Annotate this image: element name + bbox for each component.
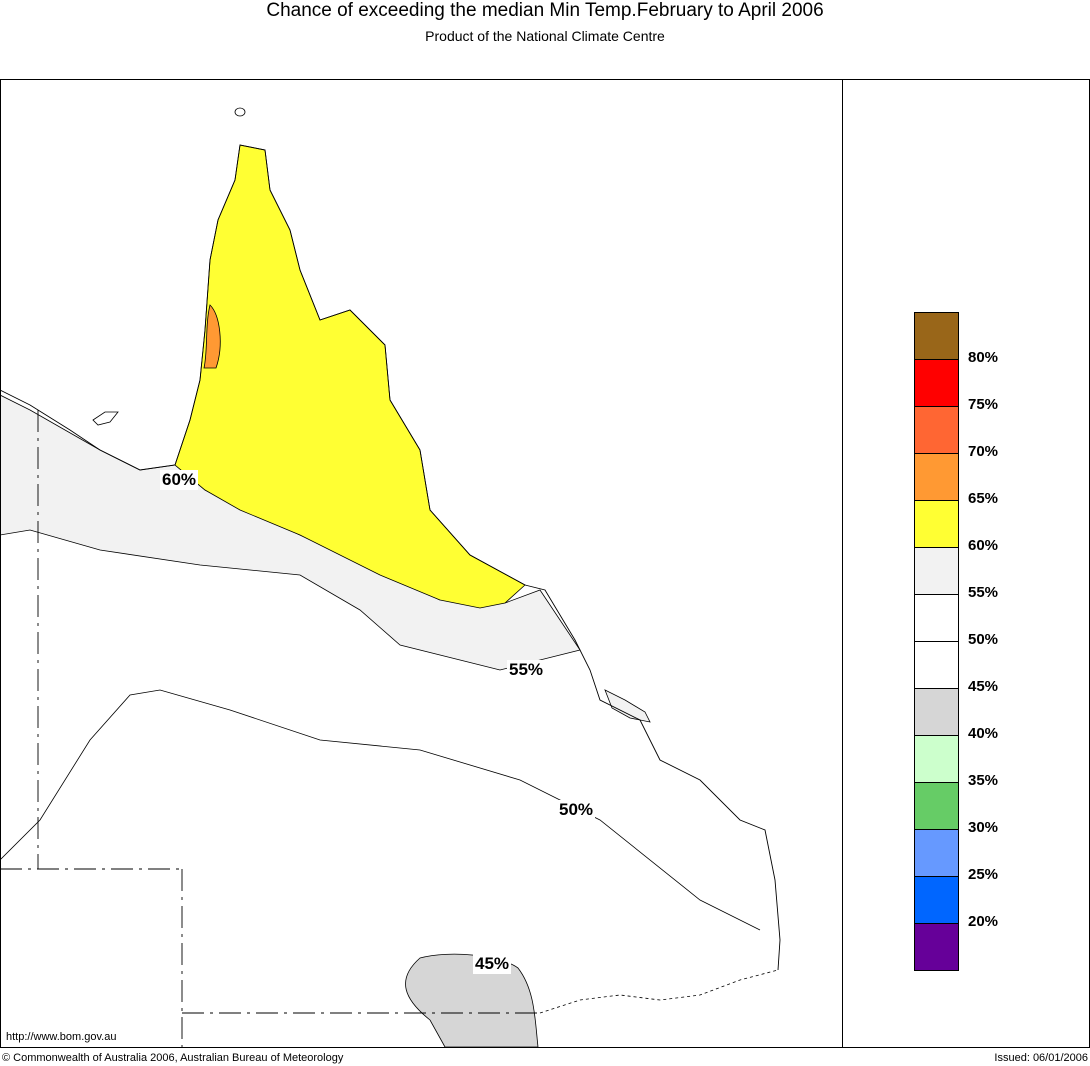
legend-swatch xyxy=(914,735,959,783)
map-subtitle: Product of the National Climate Centre xyxy=(425,28,665,44)
nsw-border xyxy=(539,969,779,1014)
legend-label: 35% xyxy=(968,772,999,789)
legend-label: 20% xyxy=(968,913,999,930)
legend-label: 55% xyxy=(968,584,999,601)
legend-swatch xyxy=(914,641,959,689)
legend-label: 40% xyxy=(968,725,999,742)
legend-swatch xyxy=(914,688,959,736)
legend-label: 30% xyxy=(968,819,999,836)
legend-swatch xyxy=(914,923,959,971)
contour-label-55: 55% xyxy=(507,660,546,680)
legend-swatch xyxy=(914,406,959,454)
coastline xyxy=(0,144,781,971)
legend-swatch xyxy=(914,876,959,924)
legend-frame xyxy=(842,79,1090,1048)
legend-swatch xyxy=(914,500,959,548)
region-55-60-small xyxy=(604,689,651,723)
website-url[interactable]: http://www.bom.gov.au xyxy=(6,1031,117,1043)
region-40-45 xyxy=(405,953,539,1048)
copyright: © Commonwealth of Australia 2006, Austra… xyxy=(2,1052,344,1064)
legend-swatch xyxy=(914,547,959,595)
legend-swatch xyxy=(914,829,959,877)
legend-label: 25% xyxy=(968,866,999,883)
legend-label: 60% xyxy=(968,537,999,554)
legend-swatch xyxy=(914,594,959,642)
legend-label: 45% xyxy=(968,678,999,695)
legend-label: 70% xyxy=(968,443,999,460)
legend-label: 50% xyxy=(968,631,999,648)
island xyxy=(92,411,119,426)
legend-label: 65% xyxy=(968,490,999,507)
legend-colorbar xyxy=(914,312,959,971)
contour-label-45: 45% xyxy=(473,954,512,974)
legend-swatch xyxy=(914,782,959,830)
issued-date: Issued: 06/01/2006 xyxy=(994,1052,1088,1064)
island xyxy=(234,107,246,117)
legend-label: 75% xyxy=(968,396,999,413)
contour-50 xyxy=(0,689,761,931)
state-borders xyxy=(0,410,540,1047)
legend-swatch xyxy=(914,312,959,360)
map-title: Chance of exceeding the median Min Temp.… xyxy=(266,0,824,21)
legend-swatch xyxy=(914,359,959,407)
legend-swatch xyxy=(914,453,959,501)
region-65-70 xyxy=(203,304,221,369)
contour-label-60: 60% xyxy=(160,470,199,490)
legend-label: 80% xyxy=(968,349,999,366)
contour-label-50: 50% xyxy=(557,800,596,820)
